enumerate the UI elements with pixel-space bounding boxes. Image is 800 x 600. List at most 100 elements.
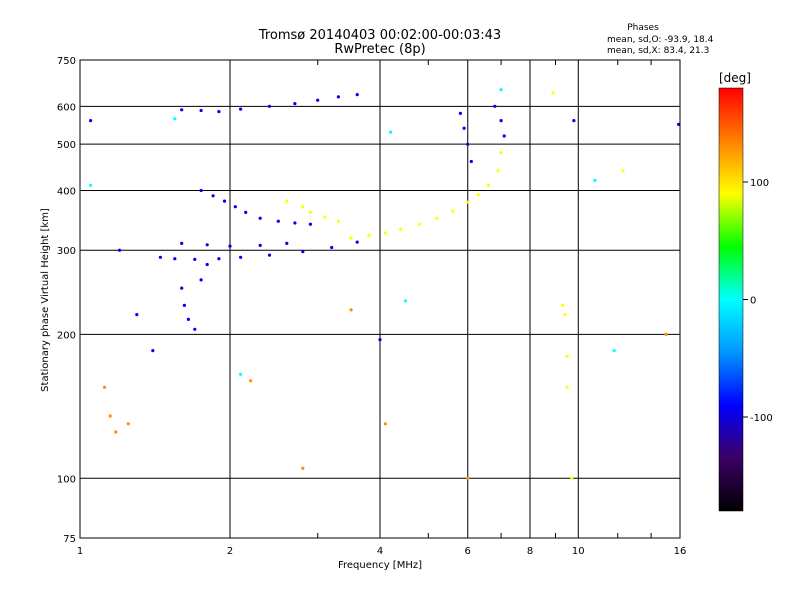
data-point <box>151 349 155 353</box>
data-point <box>593 178 597 182</box>
data-point <box>383 422 387 426</box>
data-point <box>217 110 221 114</box>
y-tick-label: 500 <box>57 140 76 151</box>
colorbar-label: [deg] <box>719 71 751 85</box>
data-point <box>316 98 320 102</box>
data-point <box>565 354 569 358</box>
data-point <box>664 332 668 336</box>
data-point <box>182 303 186 307</box>
data-point <box>563 313 567 317</box>
data-point <box>293 102 297 106</box>
y-tick-label: 300 <box>57 246 76 257</box>
y-tick-label: 750 <box>57 56 76 67</box>
axis-ticks: 1 2 4 6 8 10 16 75 100 200 300 400 500 600 750 <box>57 56 686 557</box>
data-point <box>205 262 209 267</box>
colorbar-tick-label: 100 <box>750 178 769 189</box>
x-tick-label: 10 <box>572 546 585 557</box>
data-point <box>572 119 576 123</box>
stats-heading: Phases <box>627 23 659 33</box>
x-tick-label: 6 <box>465 546 471 557</box>
y-tick-label: 200 <box>57 330 76 341</box>
data-point <box>367 233 371 238</box>
data-point <box>417 222 422 226</box>
data-point <box>466 142 470 146</box>
data-point <box>267 253 272 257</box>
data-point <box>158 255 162 259</box>
data-point <box>180 286 184 290</box>
y-tick-label: 100 <box>57 474 76 485</box>
data-point <box>239 372 243 376</box>
data-point <box>285 199 289 203</box>
data-point <box>565 385 569 389</box>
data-point <box>102 385 107 389</box>
x-tick-label: 8 <box>527 546 533 557</box>
data-point <box>677 122 681 126</box>
data-point <box>355 240 359 244</box>
data-point <box>301 205 305 209</box>
data-point <box>193 327 197 331</box>
colorbar-ticks: 100 0 -100 <box>743 178 773 424</box>
y-tick-label: 75 <box>63 534 76 545</box>
data-point <box>499 88 503 92</box>
data-point <box>244 210 248 214</box>
data-point <box>193 257 197 261</box>
data-point <box>435 216 439 220</box>
data-point <box>308 222 312 226</box>
stats-line-x: mean, sd,X: 83.4, 21.3 <box>607 46 709 56</box>
data-point <box>173 257 177 261</box>
colorbar-tick-label: -100 <box>750 413 773 424</box>
chart-title: Tromsø 20140403 00:02:00-00:03:43 <box>258 28 501 43</box>
data-point <box>186 317 190 321</box>
data-point <box>205 243 209 247</box>
data-point <box>233 205 237 209</box>
stats-line-o: mean, sd,O: -93.9, 18.4 <box>607 35 714 45</box>
data-point <box>89 119 93 123</box>
data-point <box>239 107 243 111</box>
data-point <box>199 108 203 113</box>
data-point <box>199 278 203 282</box>
data-point <box>211 194 215 198</box>
data-point <box>258 216 262 220</box>
data-point <box>336 219 340 223</box>
data-point <box>458 111 462 115</box>
data-point <box>493 104 497 108</box>
chart-subtitle: RwPretec (8p) <box>334 42 425 57</box>
data-point <box>403 299 408 303</box>
data-point <box>349 236 353 240</box>
data-point <box>301 466 305 470</box>
data-points <box>89 88 681 480</box>
data-point <box>89 183 93 187</box>
data-point <box>276 219 280 223</box>
x-tick-label: 1 <box>77 546 83 557</box>
data-point <box>258 243 262 247</box>
data-point <box>249 379 253 383</box>
data-point <box>108 414 112 418</box>
data-point <box>308 210 312 214</box>
x-tick-label: 16 <box>674 546 687 557</box>
data-point <box>389 130 393 134</box>
data-point <box>378 338 382 342</box>
data-point <box>551 91 555 95</box>
data-point <box>239 255 243 259</box>
data-point <box>293 221 297 225</box>
plot-frame <box>79 59 681 539</box>
y-tick-label: 400 <box>57 186 76 197</box>
data-point <box>330 245 334 250</box>
data-point <box>117 248 122 252</box>
data-point <box>180 108 184 112</box>
data-point <box>469 159 473 164</box>
data-point <box>502 134 506 138</box>
data-point <box>323 215 327 219</box>
data-point <box>561 303 565 307</box>
data-point <box>462 126 466 130</box>
data-point <box>199 188 203 193</box>
data-point <box>466 476 470 480</box>
data-point <box>476 193 480 197</box>
data-point <box>267 104 272 108</box>
colorbar-tick-label: 0 <box>750 296 756 307</box>
data-point <box>336 95 340 99</box>
data-point <box>383 231 387 235</box>
data-point <box>114 430 118 434</box>
data-point <box>466 200 470 204</box>
data-point <box>135 313 139 317</box>
